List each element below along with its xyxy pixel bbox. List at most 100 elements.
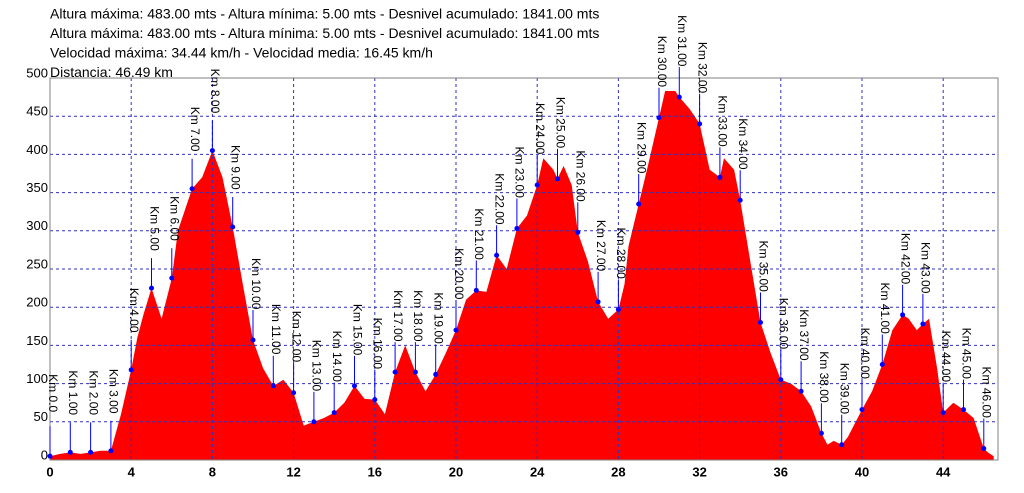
km-label: Km 26.00 [574, 150, 588, 202]
km-marker [169, 275, 175, 281]
km-label: Km 8.00 [208, 69, 222, 114]
y-tick-label: 400 [26, 142, 48, 157]
km-marker [230, 224, 236, 230]
km-marker [108, 448, 114, 454]
km-marker [554, 176, 560, 182]
km-label: Km 3.00 [107, 369, 121, 414]
x-tick-label: 0 [46, 464, 53, 479]
km-label: Km 25.00 [553, 97, 567, 149]
x-tick-label: 28 [611, 464, 625, 479]
header-line: Distancia: 46.49 km [50, 64, 173, 80]
x-tick-label: 44 [936, 464, 951, 479]
y-tick-label: 100 [26, 371, 48, 386]
km-marker [412, 369, 418, 375]
km-marker [331, 410, 337, 416]
km-marker [839, 442, 845, 448]
km-marker [981, 446, 987, 452]
km-label: Km 12.00 [289, 311, 303, 363]
km-label: Km 35.00 [756, 240, 770, 292]
km-label: Km 17.00 [391, 290, 405, 342]
km-marker [636, 201, 642, 207]
km-marker [534, 182, 540, 188]
km-marker [250, 337, 256, 343]
y-tick-label: 500 [26, 65, 48, 80]
km-label: Km 32.00 [695, 42, 709, 94]
km-marker [778, 377, 784, 383]
km-marker [818, 430, 824, 436]
km-marker [879, 362, 885, 367]
km-label: Km 43.00 [919, 242, 933, 294]
km-marker [575, 229, 581, 235]
km-label: Km 15.00 [350, 304, 364, 356]
km-marker [209, 148, 215, 154]
km-label: Km 20.00 [452, 248, 466, 300]
km-label: Km 14.00 [330, 331, 344, 383]
km-label: Km 19.00 [432, 292, 446, 344]
km-marker [453, 327, 459, 333]
km-marker [960, 407, 966, 413]
km-label: Km 31.00 [675, 15, 689, 67]
km-marker [920, 321, 926, 327]
km-label: Km 11.00 [269, 304, 283, 355]
y-tick-label: 150 [26, 333, 48, 348]
km-marker [615, 306, 621, 312]
km-label: Km 37.00 [797, 309, 811, 361]
km-marker [67, 449, 73, 455]
km-label: Km 33.00 [716, 95, 730, 147]
x-tick-label: 32 [692, 464, 706, 479]
km-marker [940, 410, 946, 416]
km-marker [291, 390, 297, 396]
km-label: Km 1.00 [66, 370, 80, 415]
plot-border [49, 77, 999, 461]
km-label: Km 29.00 [635, 122, 649, 174]
km-label: Km 28.00 [614, 227, 628, 279]
km-marker [798, 388, 804, 394]
km-label: Km 13.00 [310, 340, 324, 392]
km-marker [88, 449, 94, 455]
km-label: Km 45.00 [959, 328, 973, 380]
x-tick-label: 20 [449, 464, 463, 479]
km-marker [270, 383, 276, 389]
km-label: Km 36.00 [777, 298, 791, 350]
header-line: Altura máxima: 483.00 mts - Altura mínim… [50, 25, 599, 41]
km-label: Km 2.00 [86, 370, 100, 415]
km-marker [392, 369, 398, 375]
header-line: Altura máxima: 483.00 mts - Altura mínim… [50, 6, 599, 22]
km-marker [148, 285, 154, 291]
km-label: Km 46.00 [980, 367, 994, 419]
km-marker [595, 299, 601, 305]
km-marker [189, 186, 195, 192]
km-label: Km 0.0 [46, 374, 60, 412]
y-tick-label: 300 [26, 218, 48, 233]
km-label: Km 34.00 [736, 118, 750, 170]
km-label: Km 30.00 [655, 36, 669, 88]
km-marker [717, 174, 723, 180]
km-label: Km 10.00 [249, 258, 263, 310]
km-label: Km 23.00 [513, 147, 527, 199]
km-label: Km 44.00 [939, 331, 953, 383]
y-tick-label: 50 [34, 409, 48, 424]
km-marker [473, 287, 479, 293]
y-tick-label: 450 [26, 104, 48, 119]
km-marker [47, 453, 53, 459]
km-marker [757, 319, 763, 325]
km-marker [128, 367, 134, 373]
km-label: Km 18.00 [411, 290, 425, 342]
x-tick-label: 36 [774, 464, 788, 479]
x-tick-label: 12 [286, 464, 300, 479]
x-tick-label: 16 [368, 464, 382, 479]
x-tick-label: 4 [128, 464, 136, 479]
km-label: Km 42.00 [898, 233, 912, 285]
km-marker [494, 252, 500, 258]
km-label: Km 5.00 [147, 206, 161, 251]
km-label: Km 38.00 [817, 351, 831, 403]
km-marker [311, 419, 317, 425]
x-tick-label: 40 [855, 464, 869, 479]
header-line: Velocidad máxima: 34.44 km/h - Velocidad… [50, 45, 433, 61]
km-label: Km 21.00 [472, 208, 486, 260]
km-label: Km 27.00 [594, 220, 608, 272]
km-label: Km 16.00 [371, 318, 385, 370]
km-label: Km 40.00 [858, 328, 872, 380]
y-tick-label: 200 [26, 295, 48, 310]
